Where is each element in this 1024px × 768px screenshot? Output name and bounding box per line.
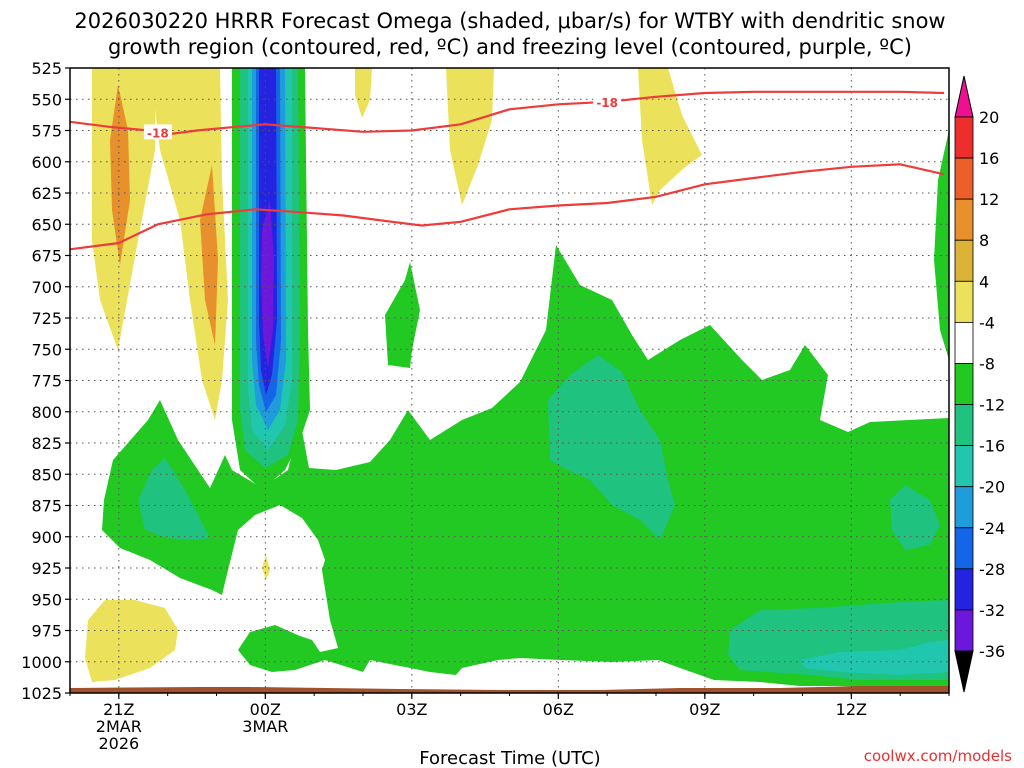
chart-title-line1: 2026030220 HRRR Forecast Omega (shaded, … [74,9,945,33]
contour-label-bg [593,93,622,109]
colorbar-segment [954,239,974,282]
y-tick-label: 525 [31,59,62,78]
colorbar-label: -28 [979,560,1005,579]
colorbar-segment [954,404,974,447]
colorbar-label: 20 [979,108,999,127]
omega-field-positive-left-b [150,68,228,420]
y-tick-label: 575 [31,122,62,141]
omega-field-positive-upper-c [638,68,702,205]
y-tick-label: 825 [31,434,62,453]
y-axis: 525 550 575 600 625 650 675 700 725 750 775 800 825 8… [21,59,70,703]
colorbar-segment [954,280,974,323]
x-tick-label: 06Z [543,700,574,719]
y-tick-label: 700 [31,278,62,297]
x-tick-label: 00Z [250,700,281,719]
plot-area [70,68,949,693]
omega-field-negative-right-edge [934,130,949,360]
colorbar-label: -36 [979,642,1005,661]
omega-field-negative-teal-b [548,355,675,540]
contour-label: -18 [596,96,618,110]
omega-field-negative-purple-column [261,200,274,368]
omega-field-positive-upper-a [355,68,372,118]
colorbar-segment [954,198,974,241]
colorbar-segment [954,116,974,159]
y-tick-label: 600 [31,153,62,172]
y-tick-label: 775 [31,372,62,391]
y-tick-label: 850 [31,465,62,484]
contour-line-red [69,163,945,251]
contours-dendritic-growth: -18 -18 [69,90,945,251]
ground-surface [70,686,949,693]
colorbar-segment [954,363,974,405]
omega-field-positive-tiny [262,555,270,580]
y-tick-label: 1000 [21,653,62,672]
colorbar-segment [954,321,974,364]
colorbar-label: -20 [979,478,1005,497]
colorbar-label: -8 [979,354,995,373]
y-tick-label: 750 [31,340,62,359]
colorbar-label: -32 [979,601,1005,620]
y-tick-label: 975 [31,622,62,641]
colorbar-segment [954,157,974,200]
x-tick-label: 2026 [98,734,139,753]
colorbar-label: -4 [979,313,995,332]
y-tick-label: 925 [31,559,62,578]
colorbar-label: -24 [979,519,1005,538]
colorbar-label: -12 [979,396,1005,415]
y-tick-label: 625 [31,184,62,203]
y-tick-label: 900 [31,528,62,547]
colorbar-label: 4 [979,272,989,291]
colorbar-segment [954,609,974,652]
colorbar-segment [954,445,974,488]
colorbar-segment [954,75,974,118]
omega-field-negative-cyan-d [800,640,949,675]
colorbar-label: 16 [979,149,999,168]
y-tick-label: 725 [31,309,62,328]
y-tick-label: 875 [31,497,62,516]
omega-field-negative-small-a [385,262,420,368]
colorbar-segment [954,486,974,529]
x-tick-label: 12Z [836,700,867,719]
contour-line-red [69,90,945,136]
contour-label: -18 [147,126,169,140]
y-tick-label: 1025 [21,684,62,703]
omega-field-negative-teal-c [890,485,940,550]
colorbar-label: 12 [979,190,999,209]
colorbar: 20 16 12 8 4 -4 -8 -12 -16 -20 -24 -28 -32 -36 [954,75,1005,693]
x-tick-label: 03Z [396,700,427,719]
y-tick-label: 950 [31,590,62,609]
colorbar-segment [954,650,974,693]
colorbar-segment [954,527,974,570]
omega-field-negative-teal-a [138,458,210,540]
colorbar-segment [954,568,974,611]
x-tick-label: 21Z [103,700,134,719]
x-axis-label: Forecast Time (UTC) [419,748,600,768]
x-tick-label: 2MAR [96,717,142,736]
y-tick-label: 675 [31,247,62,266]
credit-text: coolwx.com/models [864,747,1012,765]
omega-field-positive-upper-b [446,68,494,205]
colorbar-label: 8 [979,231,989,250]
chart-title-line2: growth region (contoured, red, ºC) and f… [108,35,912,59]
y-tick-label: 800 [31,403,62,422]
x-tick-label: 3MAR [242,717,288,736]
y-tick-label: 550 [31,90,62,109]
omega-field-negative-main [102,245,949,690]
colorbar-label: -16 [979,437,1005,456]
x-tick-label: 09Z [689,700,720,719]
contour-label-bg [143,124,172,140]
y-tick-label: 650 [31,215,62,234]
